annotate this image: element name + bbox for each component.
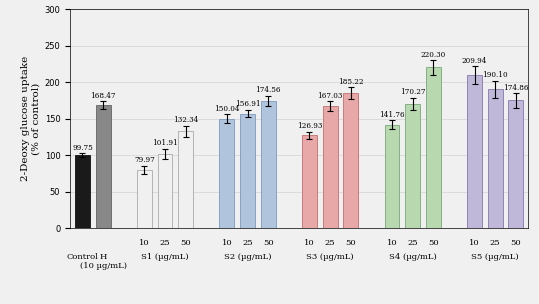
Text: S4 (µg/mL): S4 (µg/mL) <box>389 253 437 261</box>
Bar <box>385 125 399 228</box>
Text: 10: 10 <box>139 239 150 247</box>
Text: S3 (µg/mL): S3 (µg/mL) <box>306 253 354 261</box>
Bar <box>508 100 523 228</box>
Text: 220.30: 220.30 <box>420 50 446 58</box>
Bar <box>467 75 482 228</box>
Bar <box>240 113 255 228</box>
Text: 25: 25 <box>325 239 335 247</box>
Text: 174.86: 174.86 <box>503 84 529 92</box>
Text: 209.94: 209.94 <box>462 57 487 65</box>
Text: 79.97: 79.97 <box>134 156 155 164</box>
Bar <box>405 104 420 228</box>
Text: 185.22: 185.22 <box>338 78 363 85</box>
Text: 50: 50 <box>345 239 356 247</box>
Text: S2 (µg/mL): S2 (µg/mL) <box>224 253 271 261</box>
Text: 50: 50 <box>181 239 191 247</box>
Text: 174.56: 174.56 <box>255 86 281 94</box>
Text: 50: 50 <box>510 239 521 247</box>
Y-axis label: 2-Deoxy glucose uptake
(% of control): 2-Deoxy glucose uptake (% of control) <box>21 56 40 181</box>
Bar <box>323 106 337 228</box>
Text: 25: 25 <box>160 239 170 247</box>
Text: 150.04: 150.04 <box>214 105 240 113</box>
Text: S5 (µg/mL): S5 (µg/mL) <box>472 253 519 261</box>
Bar <box>488 89 503 228</box>
Text: 10: 10 <box>304 239 315 247</box>
Bar <box>261 101 275 228</box>
Text: Control: Control <box>66 253 99 261</box>
Bar <box>157 154 172 228</box>
Bar <box>178 131 193 228</box>
Bar <box>426 67 441 228</box>
Bar <box>137 170 152 228</box>
Text: 25: 25 <box>242 239 253 247</box>
Text: 167.03: 167.03 <box>317 92 343 100</box>
Text: 50: 50 <box>263 239 273 247</box>
Text: 141.76: 141.76 <box>379 111 405 119</box>
Text: 25: 25 <box>407 239 418 247</box>
Text: 168.47: 168.47 <box>91 92 116 100</box>
Bar <box>302 135 317 228</box>
Bar <box>343 93 358 228</box>
Text: 50: 50 <box>428 239 439 247</box>
Bar <box>95 105 110 228</box>
Text: 190.10: 190.10 <box>482 71 508 79</box>
Text: 25: 25 <box>490 239 501 247</box>
Text: H
(10 µg/mL): H (10 µg/mL) <box>80 253 127 270</box>
Text: 10: 10 <box>222 239 232 247</box>
Text: 101.91: 101.91 <box>152 139 178 147</box>
Text: 132.34: 132.34 <box>173 116 198 124</box>
Text: 10: 10 <box>386 239 397 247</box>
Text: 99.75: 99.75 <box>72 143 93 152</box>
Text: 10: 10 <box>469 239 480 247</box>
Text: 156.91: 156.91 <box>235 100 260 109</box>
Bar <box>75 155 90 228</box>
Text: 126.93: 126.93 <box>297 122 322 130</box>
Bar <box>219 119 234 228</box>
Text: 170.27: 170.27 <box>400 88 425 96</box>
Text: S1 (µg/mL): S1 (µg/mL) <box>141 253 189 261</box>
